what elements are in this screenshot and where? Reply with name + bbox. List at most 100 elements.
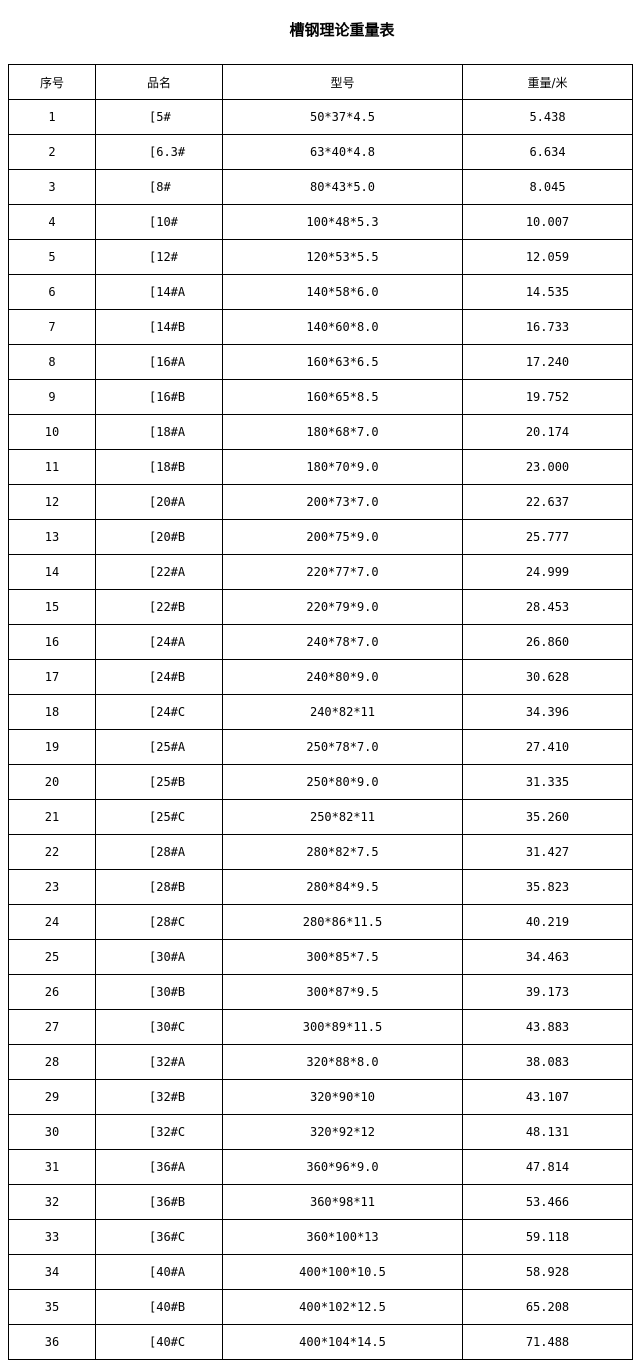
cell-weight: 31.427 bbox=[462, 834, 633, 870]
table-row: 24 [28#C 280*86*11.5 40.219 bbox=[8, 904, 633, 940]
table-row: 9 [16#B 160*65*8.5 19.752 bbox=[8, 379, 633, 415]
cell-name: [16#B bbox=[95, 379, 223, 415]
cell-model: 50*37*4.5 bbox=[222, 99, 463, 135]
table-row: 13 [20#B 200*75*9.0 25.777 bbox=[8, 519, 633, 555]
table-row: 3 [8# 80*43*5.0 8.045 bbox=[8, 169, 633, 205]
table-row: 33 [36#C 360*100*13 59.118 bbox=[8, 1219, 633, 1255]
table-row: 26 [30#B 300*87*9.5 39.173 bbox=[8, 974, 633, 1010]
table-row: 14 [22#A 220*77*7.0 24.999 bbox=[8, 554, 633, 590]
cell-weight: 24.999 bbox=[462, 554, 633, 590]
cell-index: 21 bbox=[8, 799, 96, 835]
table-row: 2 [6.3# 63*40*4.8 6.634 bbox=[8, 134, 633, 170]
cell-name: [6.3# bbox=[95, 134, 223, 170]
table-row: 7 [14#B 140*60*8.0 16.733 bbox=[8, 309, 633, 345]
table-row: 36 [40#C 400*104*14.5 71.488 bbox=[8, 1324, 633, 1360]
cell-index: 31 bbox=[8, 1149, 96, 1185]
cell-weight: 22.637 bbox=[462, 484, 633, 520]
table-row: 12 [20#A 200*73*7.0 22.637 bbox=[8, 484, 633, 520]
cell-name: [14#A bbox=[95, 274, 223, 310]
cell-index: 2 bbox=[8, 134, 96, 170]
cell-model: 63*40*4.8 bbox=[222, 134, 463, 170]
cell-weight: 53.466 bbox=[462, 1184, 633, 1220]
cell-weight: 25.777 bbox=[462, 519, 633, 555]
table-row: 25 [30#A 300*85*7.5 34.463 bbox=[8, 939, 633, 975]
cell-name: [24#A bbox=[95, 624, 223, 660]
cell-model: 300*87*9.5 bbox=[222, 974, 463, 1010]
cell-weight: 26.860 bbox=[462, 624, 633, 660]
cell-index: 5 bbox=[8, 239, 96, 275]
column-header-name: 品名 bbox=[95, 64, 223, 100]
cell-index: 17 bbox=[8, 659, 96, 695]
cell-weight: 71.488 bbox=[462, 1324, 633, 1360]
table-row: 20 [25#B 250*80*9.0 31.335 bbox=[8, 764, 633, 800]
cell-name: [20#A bbox=[95, 484, 223, 520]
cell-model: 360*96*9.0 bbox=[222, 1149, 463, 1185]
cell-model: 240*80*9.0 bbox=[222, 659, 463, 695]
cell-weight: 43.883 bbox=[462, 1009, 633, 1045]
cell-weight: 30.628 bbox=[462, 659, 633, 695]
cell-index: 1 bbox=[8, 99, 96, 135]
cell-model: 120*53*5.5 bbox=[222, 239, 463, 275]
cell-index: 22 bbox=[8, 834, 96, 870]
table-row: 31 [36#A 360*96*9.0 47.814 bbox=[8, 1149, 633, 1185]
cell-model: 180*68*7.0 bbox=[222, 414, 463, 450]
cell-index: 19 bbox=[8, 729, 96, 765]
table-row: 5 [12# 120*53*5.5 12.059 bbox=[8, 239, 633, 275]
cell-name: [28#B bbox=[95, 869, 223, 905]
cell-weight: 19.752 bbox=[462, 379, 633, 415]
cell-index: 29 bbox=[8, 1079, 96, 1115]
cell-index: 16 bbox=[8, 624, 96, 660]
cell-model: 200*75*9.0 bbox=[222, 519, 463, 555]
table-row: 19 [25#A 250*78*7.0 27.410 bbox=[8, 729, 633, 765]
cell-model: 320*88*8.0 bbox=[222, 1044, 463, 1080]
cell-index: 7 bbox=[8, 309, 96, 345]
cell-index: 28 bbox=[8, 1044, 96, 1080]
table-row: 21 [25#C 250*82*11 35.260 bbox=[8, 799, 633, 835]
table-row: 32 [36#B 360*98*11 53.466 bbox=[8, 1184, 633, 1220]
cell-model: 320*92*12 bbox=[222, 1114, 463, 1150]
page-title: 槽钢理论重量表 bbox=[289, 21, 395, 39]
cell-name: [22#A bbox=[95, 554, 223, 590]
cell-index: 23 bbox=[8, 869, 96, 905]
cell-index: 26 bbox=[8, 974, 96, 1010]
cell-name: [32#B bbox=[95, 1079, 223, 1115]
cell-index: 30 bbox=[8, 1114, 96, 1150]
cell-name: [22#B bbox=[95, 589, 223, 625]
cell-model: 400*102*12.5 bbox=[222, 1289, 463, 1325]
column-header-weight: 重量/米 bbox=[462, 64, 633, 100]
cell-model: 250*80*9.0 bbox=[222, 764, 463, 800]
cell-name: [28#C bbox=[95, 904, 223, 940]
cell-weight: 31.335 bbox=[462, 764, 633, 800]
cell-weight: 20.174 bbox=[462, 414, 633, 450]
cell-index: 25 bbox=[8, 939, 96, 975]
cell-model: 180*70*9.0 bbox=[222, 449, 463, 485]
table-row: 30 [32#C 320*92*12 48.131 bbox=[8, 1114, 633, 1150]
cell-model: 300*89*11.5 bbox=[222, 1009, 463, 1045]
cell-weight: 6.634 bbox=[462, 134, 633, 170]
header-row: 序号 品名 型号 重量/米 bbox=[8, 64, 633, 100]
cell-name: [10# bbox=[95, 204, 223, 240]
cell-index: 20 bbox=[8, 764, 96, 800]
cell-index: 8 bbox=[8, 344, 96, 380]
cell-model: 140*58*6.0 bbox=[222, 274, 463, 310]
cell-weight: 10.007 bbox=[462, 204, 633, 240]
cell-model: 160*65*8.5 bbox=[222, 379, 463, 415]
table-row: 29 [32#B 320*90*10 43.107 bbox=[8, 1079, 633, 1115]
cell-index: 14 bbox=[8, 554, 96, 590]
table-row: 15 [22#B 220*79*9.0 28.453 bbox=[8, 589, 633, 625]
cell-name: [40#A bbox=[95, 1254, 223, 1290]
cell-weight: 14.535 bbox=[462, 274, 633, 310]
cell-name: [12# bbox=[95, 239, 223, 275]
cell-index: 24 bbox=[8, 904, 96, 940]
cell-name: [32#C bbox=[95, 1114, 223, 1150]
cell-weight: 47.814 bbox=[462, 1149, 633, 1185]
cell-weight: 38.083 bbox=[462, 1044, 633, 1080]
cell-weight: 48.131 bbox=[462, 1114, 633, 1150]
cell-model: 400*100*10.5 bbox=[222, 1254, 463, 1290]
cell-weight: 16.733 bbox=[462, 309, 633, 345]
table-row: 11 [18#B 180*70*9.0 23.000 bbox=[8, 449, 633, 485]
cell-weight: 34.463 bbox=[462, 939, 633, 975]
cell-name: [36#C bbox=[95, 1219, 223, 1255]
table-row: 16 [24#A 240*78*7.0 26.860 bbox=[8, 624, 633, 660]
cell-name: [32#A bbox=[95, 1044, 223, 1080]
